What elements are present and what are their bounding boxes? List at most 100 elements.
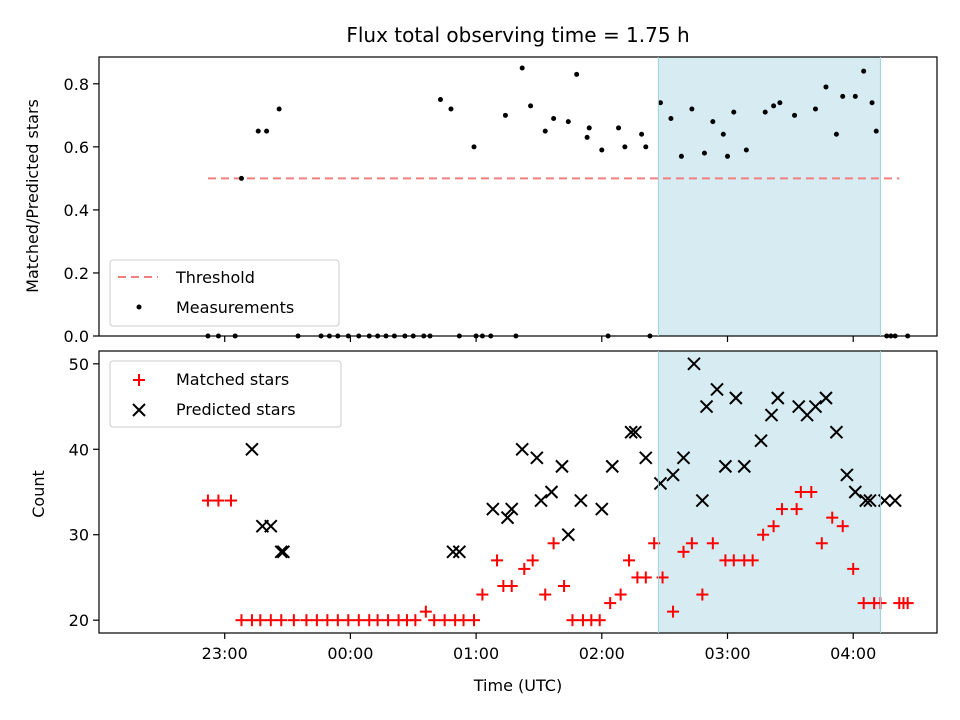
top-legend: Threshold Measurements (109, 259, 340, 327)
top-observing-window (658, 57, 881, 336)
matched-star-point (300, 614, 313, 627)
matched-star-point (409, 614, 422, 627)
predicted-star-point (829, 425, 844, 439)
matched-star-point (857, 597, 870, 610)
bottom-y-axis-label: Count (29, 470, 48, 518)
x-tick-label: 23:00 (202, 644, 248, 663)
measurement-point (689, 106, 695, 112)
measurement-point (725, 153, 730, 159)
legend-measurements-label: Measurements (176, 298, 294, 317)
matched-star-point (438, 614, 451, 627)
predicted-star-point (574, 493, 588, 508)
predicted-star-point (888, 493, 902, 508)
measurement-point (762, 109, 768, 115)
measurement-point (616, 125, 622, 131)
top-y-tick-label: 0.2 (64, 264, 89, 283)
matched-star-point (623, 554, 636, 567)
predicted-star-point (764, 408, 779, 422)
matched-star-point (604, 597, 617, 610)
predicted-star-point (718, 459, 733, 474)
matched-star-point (505, 580, 518, 592)
predicted-star-point (729, 391, 743, 405)
legend-threshold-label: Threshold (175, 268, 255, 287)
bottom-y-tick-label: 20 (69, 611, 89, 630)
top-y-axis-label: Matched/Predicted stars (23, 99, 42, 293)
top-plot-frame (98, 56, 938, 337)
top-y-tick-label: 0.8 (64, 75, 89, 94)
matched-star-point (321, 614, 334, 627)
x-tick-label: 01:00 (453, 644, 499, 663)
predicted-star-point (274, 545, 288, 559)
matched-star-point (775, 503, 788, 516)
legend-matched-label: Matched stars (176, 370, 289, 389)
matched-star-point (746, 554, 759, 567)
matched-star-point (457, 614, 470, 627)
bottom-legend-box (109, 360, 342, 428)
predicted-star-point (695, 493, 710, 508)
measurement-point (255, 128, 261, 134)
measurement-point (861, 68, 867, 74)
measurement-point (502, 112, 508, 118)
predicted-star-point (530, 451, 544, 465)
legend-measurements-swatch (136, 304, 142, 310)
measurement-point (812, 106, 818, 112)
bottom-x-axis: 23:00 00:00 01:00 02:00 03:00 04:00 (202, 633, 876, 663)
predicted-star-point (808, 399, 823, 414)
bottom-y-tick-label: 40 (69, 440, 89, 459)
predicted-star-point (687, 357, 701, 371)
x-axis-label: Time (UTC) (473, 676, 562, 695)
measurement-point (657, 100, 663, 106)
matched-star-point (826, 511, 839, 524)
matched-star-point (201, 494, 214, 507)
measurement-point (584, 134, 590, 140)
matched-star-point (685, 537, 698, 550)
matched-star-point (428, 614, 441, 627)
predicted-star-point (840, 468, 854, 482)
predicted-star-point (771, 391, 785, 405)
matched-star-point (847, 562, 860, 575)
predicted-star-point (264, 519, 278, 533)
bottom-legend: Matched stars Predicted stars (109, 360, 342, 428)
measurement-point (678, 153, 684, 159)
measurement-point (448, 106, 454, 112)
predicted-star-point (859, 493, 873, 508)
predicted-star-point (754, 434, 768, 448)
predicted-star-point (848, 485, 863, 499)
bottom-plot-frame (98, 350, 938, 634)
measurement-point (519, 65, 525, 71)
matched-star-point (696, 588, 709, 601)
matched-star-point (491, 554, 504, 567)
matched-star-point (275, 614, 288, 627)
top-plot: 0.00.20.40.60.8 Matched/Predicted stars … (23, 56, 938, 346)
matched-star-point (639, 571, 652, 584)
measurement-point (840, 93, 846, 99)
bottom-y-tick-label: 30 (69, 526, 89, 545)
matched-star-point (331, 614, 344, 627)
predicted-star-point (534, 493, 548, 508)
measurement-point (668, 115, 674, 121)
matched-star-point (667, 605, 680, 618)
measurement-point (565, 119, 571, 125)
measurement-point (777, 100, 783, 106)
predicted-star-point (653, 476, 668, 491)
matched-star-point (539, 588, 552, 601)
matched-star-point (382, 614, 395, 627)
bottom-y-axis: 20 30 40 50 (69, 355, 99, 630)
measurement-point (643, 144, 649, 150)
predicted-star-point (505, 502, 519, 516)
top-legend-box (109, 259, 340, 327)
measurement-point (528, 103, 534, 109)
measurement-point (238, 175, 244, 181)
measurement-point (852, 93, 858, 99)
matched-star-point (727, 554, 740, 567)
predicted-star-point (486, 502, 500, 516)
matched-star-point (287, 614, 300, 627)
measurement-point (869, 100, 875, 106)
measurement-point (437, 97, 443, 103)
matched-star-point (757, 528, 770, 541)
matched-star-point (836, 520, 849, 533)
predicted-star-point (555, 459, 569, 474)
matched-star-point (235, 614, 248, 627)
